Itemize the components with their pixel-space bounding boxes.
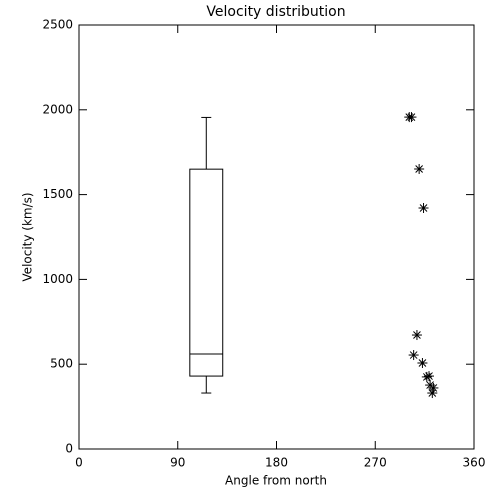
y-tick-label: 0 — [65, 442, 73, 456]
asterisk-stroke — [407, 113, 416, 121]
y-tick-label: 1500 — [42, 187, 73, 201]
x-tick-label: 90 — [170, 456, 185, 470]
point — [424, 371, 435, 382]
point — [406, 112, 417, 123]
asterisk-stroke — [418, 359, 427, 367]
point — [411, 330, 422, 341]
point — [427, 388, 438, 399]
asterisk-stroke — [415, 165, 423, 173]
point — [414, 163, 425, 174]
x-tick-label: 360 — [463, 456, 486, 470]
asterisk-stroke — [419, 204, 428, 212]
box — [189, 168, 224, 377]
point — [417, 358, 428, 369]
y-tick-label: 2000 — [42, 102, 73, 116]
point — [408, 350, 419, 361]
asterisk-stroke — [409, 351, 418, 359]
x-tick-label: 180 — [265, 456, 288, 470]
y-tick-label: 1000 — [42, 272, 73, 286]
asterisk-stroke — [413, 331, 421, 339]
asterisk-stroke — [428, 389, 437, 397]
y-tick-label: 500 — [50, 357, 73, 371]
asterisk-stroke — [425, 372, 433, 380]
asterisk-stroke — [429, 384, 438, 392]
y-tick-label: 2500 — [42, 18, 73, 32]
x-tick-label: 270 — [364, 456, 387, 470]
y-axis-label: Velocity (km/s) — [21, 192, 35, 281]
chart-title: Velocity distribution — [206, 4, 345, 20]
point — [418, 202, 429, 213]
x-tick-label: 0 — [75, 456, 83, 470]
x-axis-label: Angle from north — [225, 474, 327, 488]
plot-frame — [78, 24, 475, 450]
